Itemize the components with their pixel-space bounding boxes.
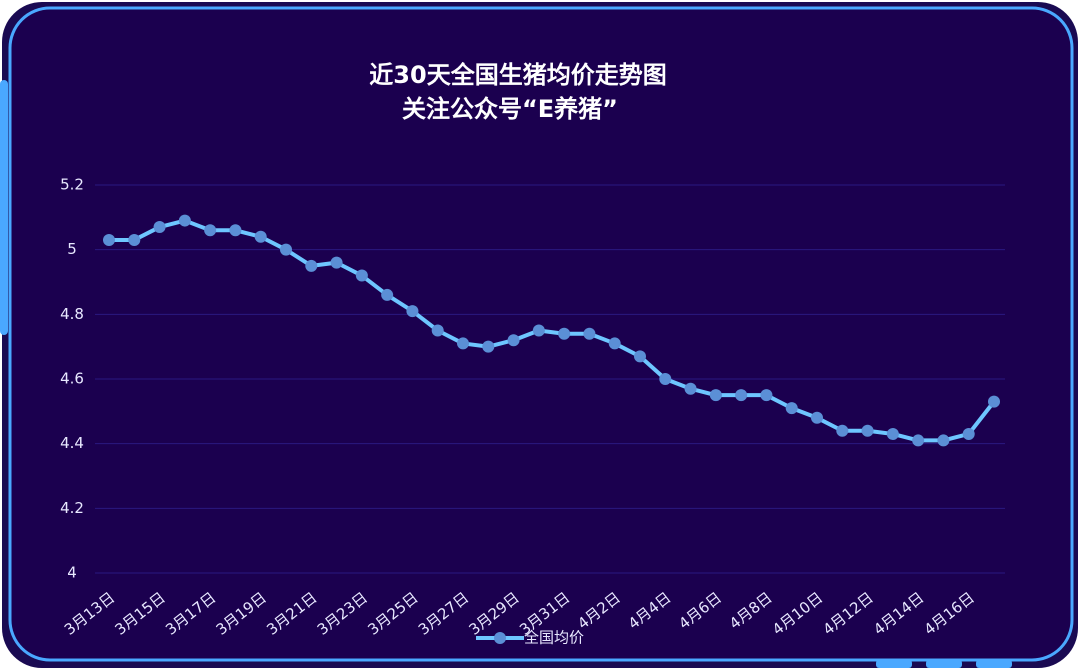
point <box>355 269 368 282</box>
point <box>760 389 773 402</box>
chart-subtitle: 关注公众号“E养猪” <box>402 95 618 123</box>
legend-marker[interactable] <box>494 632 506 644</box>
chart-title: 近30天全国生猪均价走势图 <box>369 61 666 89</box>
point <box>254 230 267 243</box>
point <box>861 424 874 437</box>
y-tick-label: 4.2 <box>60 499 84 517</box>
point <box>558 327 571 340</box>
point <box>204 224 217 237</box>
point <box>937 434 950 447</box>
point <box>962 427 975 440</box>
point <box>583 327 596 340</box>
point <box>128 233 141 246</box>
point <box>103 233 115 246</box>
point <box>381 288 394 301</box>
point <box>431 324 444 337</box>
y-tick-label: 5 <box>67 240 77 258</box>
point <box>178 214 191 227</box>
point <box>330 256 343 269</box>
point <box>634 350 646 363</box>
point <box>988 395 1000 408</box>
bottom-decoration <box>926 660 962 668</box>
point <box>912 434 925 447</box>
point <box>305 259 318 272</box>
point <box>785 402 798 415</box>
point <box>229 224 242 237</box>
point <box>532 324 545 337</box>
point <box>886 427 899 440</box>
point <box>482 340 495 353</box>
point <box>457 337 469 350</box>
bottom-decoration <box>976 660 1012 668</box>
y-tick-label: 4.6 <box>60 370 84 388</box>
point <box>280 243 292 256</box>
point <box>507 334 520 347</box>
y-tick-label: 4.8 <box>60 305 84 323</box>
side-decoration <box>0 80 8 335</box>
point <box>659 373 672 385</box>
point <box>709 389 722 402</box>
y-tick-label: 4.4 <box>60 434 84 452</box>
point <box>811 411 823 424</box>
point <box>608 337 621 350</box>
point <box>735 389 748 402</box>
y-tick-label: 5.2 <box>60 176 84 194</box>
y-tick-label: 4 <box>67 564 77 582</box>
point <box>836 424 849 437</box>
point <box>153 221 166 234</box>
bottom-decoration <box>876 660 912 668</box>
point <box>406 305 419 318</box>
point <box>684 382 697 395</box>
legend-label[interactable]: 全国均价 <box>524 629 584 647</box>
